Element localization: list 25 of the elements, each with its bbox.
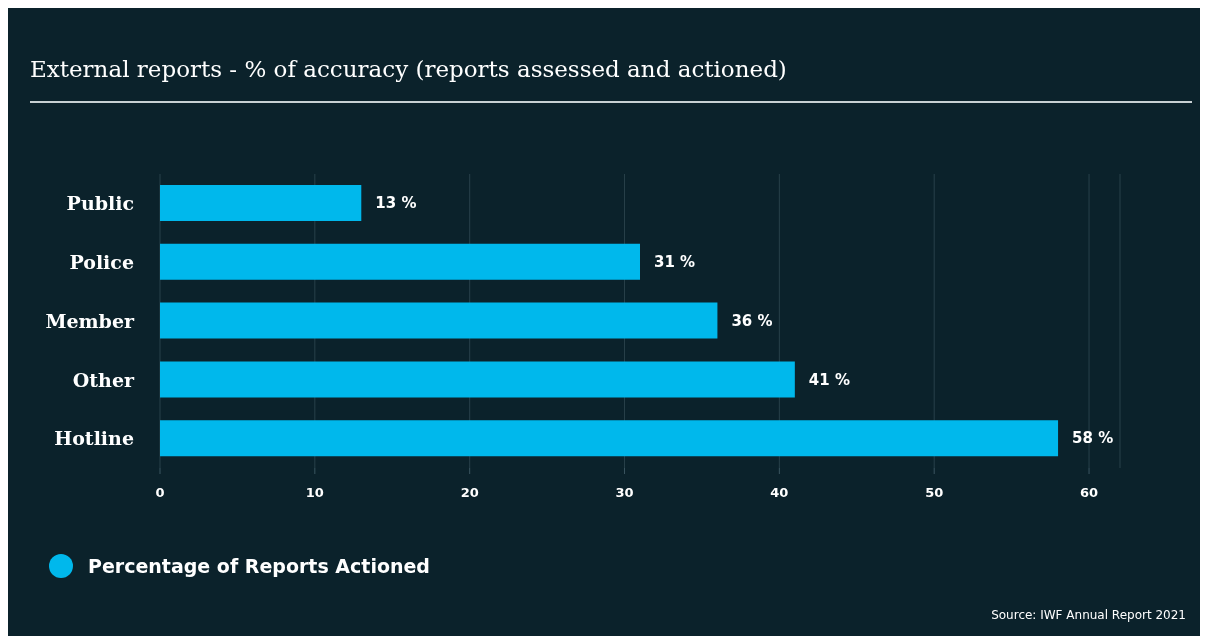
data-label: 31 %: [654, 253, 696, 272]
x-tick-label: 10: [305, 485, 324, 501]
x-tick-label: 30: [615, 485, 634, 501]
x-tick-label: 40: [770, 485, 789, 501]
y-tick-label: Member: [45, 309, 135, 332]
x-tick-label: 20: [460, 485, 479, 501]
y-tick-label: Other: [72, 368, 135, 391]
x-tick-label: 50: [925, 485, 944, 501]
y-tick-label: Public: [66, 192, 134, 215]
data-label: 41 %: [808, 370, 850, 389]
bar: [160, 361, 795, 398]
x-tick-label: 0: [155, 485, 165, 501]
bar: [160, 185, 362, 221]
bar: [160, 302, 718, 339]
y-tick-label: Police: [69, 250, 134, 273]
x-tick-label: 60: [1079, 485, 1099, 501]
chart-title: External reports - % of accuracy (reports assessed and actioned): [30, 56, 787, 82]
bar: [160, 420, 1059, 457]
source-note: Source: IWF Annual Report 2021: [991, 608, 1186, 622]
bar: [160, 243, 640, 280]
data-label: 36 %: [731, 311, 773, 330]
y-tick-label: Hotline: [54, 427, 134, 450]
data-label: 58 %: [1072, 429, 1114, 448]
data-label: 13 %: [375, 194, 417, 213]
legend-label: Percentage of Reports Actioned: [88, 555, 430, 577]
